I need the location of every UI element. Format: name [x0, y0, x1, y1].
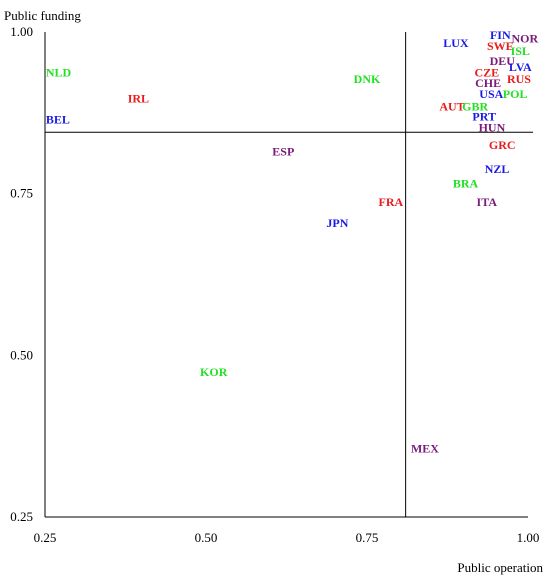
y-tick-labels: 0.25 0.50 0.75 1.00 [10, 24, 33, 524]
data-point-ita: ITA [477, 195, 498, 209]
y-tick-label: 0.75 [10, 186, 33, 201]
data-point-mex: MEX [411, 441, 439, 455]
data-point-kor: KOR [200, 365, 228, 379]
data-point-hun: HUN [479, 121, 506, 135]
y-tick-label: 0.25 [10, 509, 33, 524]
x-tick-label: 0.25 [34, 530, 57, 545]
data-point-fra: FRA [378, 195, 403, 209]
data-point-prt: PRT [472, 110, 496, 124]
data-point-swe: SWE [487, 39, 514, 53]
data-point-grc: GRC [489, 138, 516, 152]
data-point-usa: USA [479, 87, 503, 101]
data-point-esp: ESP [272, 145, 294, 159]
data-point-rus: RUS [507, 72, 531, 86]
x-tick-label: 0.50 [195, 530, 218, 545]
data-point-nor: NOR [511, 31, 538, 45]
data-point-lva: LVA [509, 60, 532, 74]
data-point-irl: IRL [128, 92, 149, 106]
x-tick-labels: 0.25 0.50 0.75 1.00 [34, 530, 540, 545]
data-point-deu: DEU [490, 54, 516, 68]
data-point-gbr: GBR [462, 99, 488, 113]
y-tick-label: 0.50 [10, 347, 33, 362]
y-axis-title: Public funding [4, 8, 81, 23]
y-tick-label: 1.00 [10, 24, 33, 39]
data-point-nld: NLD [46, 66, 72, 80]
x-tick-label: 0.75 [356, 530, 379, 545]
x-tick-label: 1.00 [517, 530, 540, 545]
data-point-dnk: DNK [354, 72, 381, 86]
data-point-nzl: NZL [485, 162, 510, 176]
data-point-jpn: JPN [326, 216, 348, 230]
x-axis-title: Public operation [457, 560, 543, 575]
data-point-che: CHE [475, 76, 501, 90]
data-point-aut: AUT [439, 99, 464, 113]
data-point-fin: FIN [490, 28, 511, 42]
data-point-lux: LUX [443, 36, 469, 50]
data-point-bel: BEL [46, 112, 70, 126]
data-point-isl: ISL [511, 44, 530, 58]
data-point-bra: BRA [453, 176, 479, 190]
data-point-cze: CZE [474, 66, 499, 80]
data-point-pol: POL [503, 87, 528, 101]
